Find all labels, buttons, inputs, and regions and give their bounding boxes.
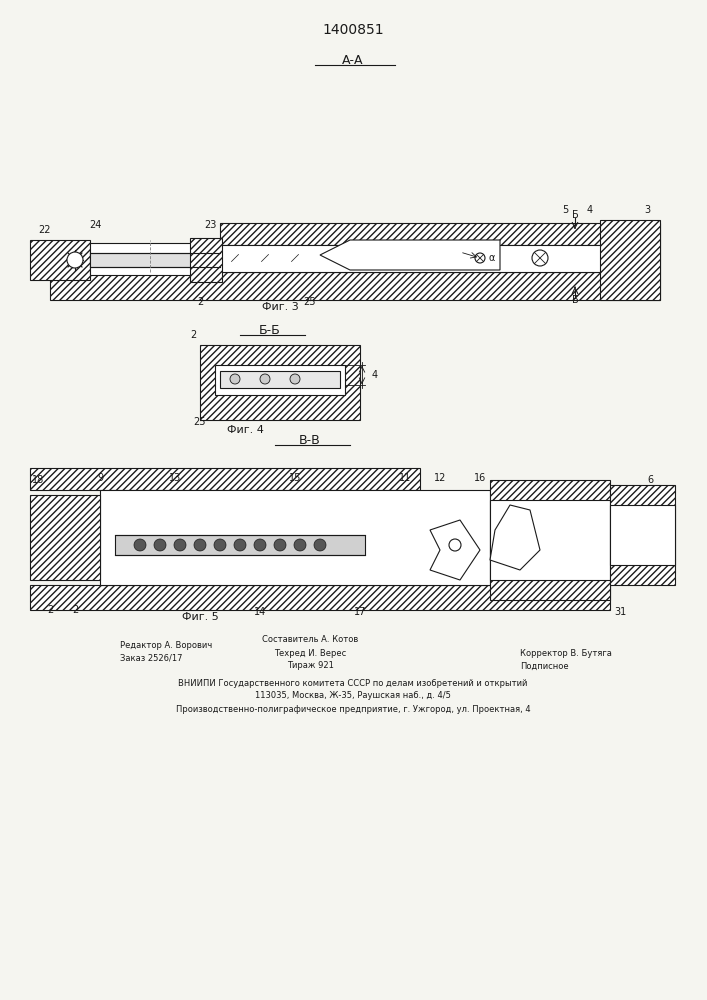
Bar (220, 371, 340, 388)
Bar (610, 485, 675, 585)
Text: Б: Б (572, 295, 578, 305)
Text: 2: 2 (72, 605, 78, 615)
Text: 18: 18 (32, 475, 44, 485)
Bar (200, 345, 360, 420)
Text: 14: 14 (254, 607, 266, 617)
Circle shape (449, 539, 461, 551)
Text: ВНИИПИ Государственного комитета СССР по делам изобретений и открытий: ВНИИПИ Государственного комитета СССР по… (178, 678, 527, 688)
Text: 22: 22 (39, 225, 51, 235)
Bar (490, 500, 610, 580)
Circle shape (230, 374, 240, 384)
Bar (490, 480, 610, 600)
Text: 3: 3 (644, 205, 650, 215)
Bar (90, 253, 220, 267)
Circle shape (67, 252, 83, 268)
Text: Корректор В. Бутяга: Корректор В. Бутяга (520, 648, 612, 658)
Bar (610, 505, 675, 565)
Circle shape (274, 539, 286, 551)
Circle shape (294, 539, 306, 551)
Bar (100, 490, 490, 585)
Text: α: α (489, 253, 495, 263)
Text: 11: 11 (399, 473, 411, 483)
Bar (220, 245, 660, 272)
Text: 113035, Москва, Ж-35, Раушская наб., д. 4/5: 113035, Москва, Ж-35, Раушская наб., д. … (255, 692, 451, 700)
Text: 31: 31 (614, 607, 626, 617)
Circle shape (290, 374, 300, 384)
Text: 24: 24 (89, 220, 101, 230)
Text: 12: 12 (434, 473, 446, 483)
Text: 25: 25 (194, 417, 206, 427)
Bar (30, 495, 100, 580)
Circle shape (214, 539, 226, 551)
Polygon shape (430, 520, 480, 580)
Text: 15: 15 (289, 473, 301, 483)
Text: Редактор А. Ворович: Редактор А. Ворович (120, 641, 212, 650)
Circle shape (314, 539, 326, 551)
Bar (30, 240, 90, 280)
Text: В-В: В-В (299, 434, 321, 446)
Text: 2: 2 (197, 297, 203, 307)
Text: Подписное: Подписное (520, 662, 568, 670)
Bar (190, 238, 222, 282)
Text: 23: 23 (204, 220, 216, 230)
Text: 5: 5 (562, 205, 568, 215)
Text: Заказ 2526/17: Заказ 2526/17 (120, 654, 182, 662)
Bar (30, 585, 610, 610)
Text: Б-Б: Б-Б (259, 324, 281, 336)
Text: 4: 4 (587, 205, 593, 215)
Text: 4: 4 (372, 370, 378, 380)
Polygon shape (320, 240, 500, 270)
Circle shape (260, 374, 270, 384)
Polygon shape (490, 505, 540, 570)
Text: Фиг. 3: Фиг. 3 (262, 302, 298, 312)
Text: 17: 17 (354, 607, 366, 617)
Text: А-А: А-А (342, 53, 363, 66)
Circle shape (194, 539, 206, 551)
Bar (30, 468, 420, 490)
Text: Техред И. Верес: Техред И. Верес (274, 648, 346, 658)
Bar (600, 220, 660, 300)
Bar (50, 272, 660, 300)
Bar (220, 223, 660, 245)
Circle shape (234, 539, 246, 551)
Text: 2: 2 (190, 330, 196, 340)
Text: 9: 9 (97, 473, 103, 483)
Circle shape (254, 539, 266, 551)
Text: 16: 16 (474, 473, 486, 483)
Text: Б: Б (572, 210, 578, 220)
Text: 25: 25 (304, 297, 316, 307)
Text: 1400851: 1400851 (322, 23, 384, 37)
Circle shape (174, 539, 186, 551)
Text: Составитель А. Котов: Составитель А. Котов (262, 636, 358, 645)
Bar (215, 365, 345, 395)
Text: Фиг. 5: Фиг. 5 (182, 612, 218, 622)
Text: 2: 2 (47, 605, 53, 615)
Text: 13: 13 (169, 473, 181, 483)
Text: Фиг. 4: Фиг. 4 (226, 425, 264, 435)
Circle shape (134, 539, 146, 551)
Text: 6: 6 (647, 475, 653, 485)
Bar (90, 243, 220, 275)
Circle shape (154, 539, 166, 551)
Bar (115, 535, 365, 555)
Text: Тираж 921: Тираж 921 (286, 662, 334, 670)
Text: Производственно-полиграфическое предприятие, г. Ужгород, ул. Проектная, 4: Производственно-полиграфическое предприя… (175, 704, 530, 714)
